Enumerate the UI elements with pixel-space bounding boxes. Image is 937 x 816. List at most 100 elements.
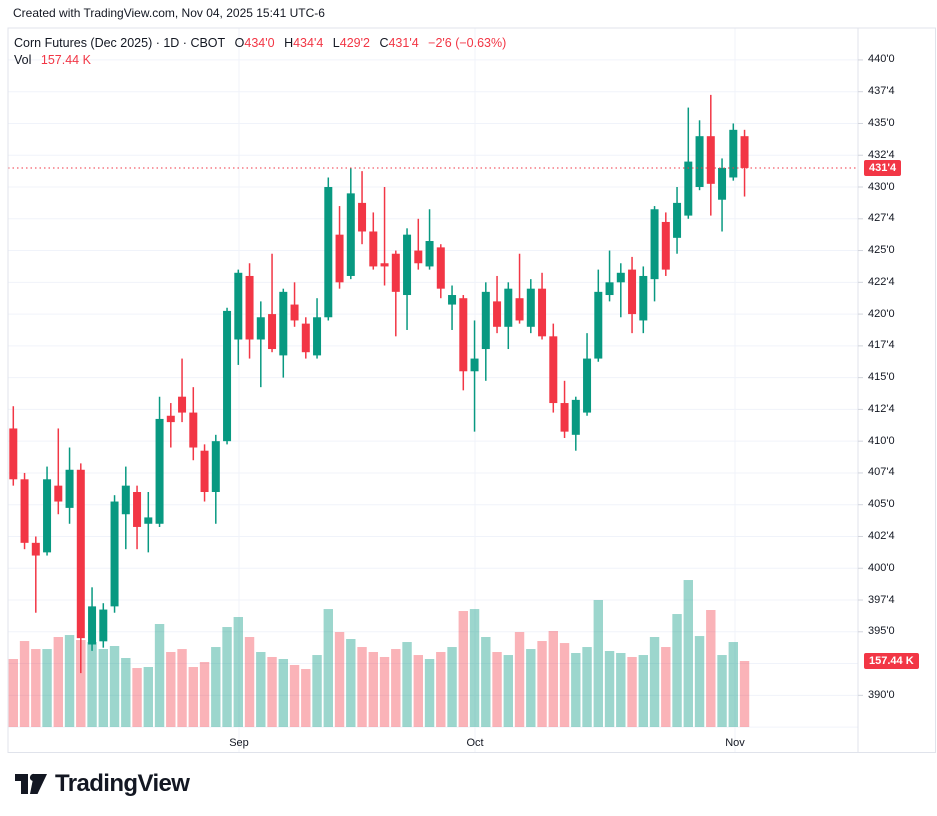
volume-bar <box>211 647 221 727</box>
high-value: 434'4 <box>293 36 324 50</box>
time-axis-label-nov: Nov <box>725 737 745 749</box>
candle-body <box>695 136 704 188</box>
candle-body <box>740 136 749 168</box>
price-axis-label: 427'4 <box>868 212 895 225</box>
candle-body <box>234 272 243 340</box>
candle-body <box>448 295 457 305</box>
volume-bar <box>256 652 266 727</box>
candle-body <box>335 234 344 283</box>
candle-body <box>481 291 490 350</box>
candle-body <box>256 317 265 340</box>
volume-bar <box>413 655 423 727</box>
volume-bar <box>312 655 322 727</box>
volume-label: Vol <box>14 53 32 67</box>
candle-body <box>673 202 682 238</box>
candle-body <box>403 234 412 296</box>
chart-panel-border <box>7 27 936 753</box>
volume-bar <box>143 667 153 727</box>
volume-bar <box>694 636 705 727</box>
volume-bar <box>301 669 311 727</box>
volume-bar <box>514 632 525 727</box>
open-label: O <box>234 36 245 50</box>
volume-bar <box>233 617 243 727</box>
candle-body <box>178 396 187 413</box>
volume-bar <box>53 636 63 727</box>
volume-bar <box>98 649 108 727</box>
volume-bar <box>109 646 120 727</box>
volume-bar <box>379 656 390 727</box>
change-value: −2'6 (−0.63%) <box>428 36 507 50</box>
candle-body <box>268 314 277 350</box>
volume-bar <box>582 647 592 727</box>
last-price-badge: 431'4 <box>864 159 902 176</box>
volume-bar <box>571 653 581 727</box>
candle-body <box>549 336 558 404</box>
candle-body <box>425 241 434 267</box>
volume-bar <box>683 580 693 727</box>
candle-body <box>313 317 322 356</box>
volume-bar <box>402 642 412 727</box>
volume-bar <box>8 659 18 727</box>
volume-bar <box>661 647 671 727</box>
price-axis-label: 420'0 <box>868 307 895 320</box>
price-axis-label: 395'0 <box>868 625 895 638</box>
candle-body <box>65 469 74 508</box>
candle-body <box>346 193 355 276</box>
candle-body <box>538 288 547 337</box>
volume-bar <box>267 656 277 727</box>
volume-bar <box>323 609 333 727</box>
candle-body <box>121 485 130 515</box>
candle-body <box>200 450 209 493</box>
candle-body <box>133 492 142 527</box>
candle-body <box>9 428 18 480</box>
candle-body <box>324 187 333 318</box>
volume-bar <box>447 647 457 727</box>
candle-body <box>436 247 445 289</box>
footer-brand[interactable]: TradingView <box>14 770 190 798</box>
volume-bar <box>481 636 491 727</box>
low-value: 429'2 <box>339 36 370 50</box>
price-axis-label: 400'0 <box>868 561 895 574</box>
price-axis-label: 417'4 <box>868 339 895 352</box>
candle-body <box>88 606 97 645</box>
candle-body <box>459 298 468 372</box>
volume-bar <box>604 650 615 727</box>
open-value: 434'0 <box>244 36 275 50</box>
candle-body <box>594 291 603 359</box>
volume-bar <box>334 632 345 727</box>
volume-bar <box>19 641 30 727</box>
price-axis-label: 432'4 <box>868 148 895 161</box>
price-axis[interactable]: 440'0 437'4 435'0 432'4 430'0 427'4 425'0 422'4… <box>858 28 937 754</box>
candle-body <box>706 136 715 184</box>
volume-bar <box>346 639 356 727</box>
brand-name: TradingView <box>55 770 190 797</box>
price-axis-label: 435'0 <box>868 116 895 129</box>
volume-bar <box>739 661 750 727</box>
volume-bar <box>424 659 435 727</box>
price-axis-label: 430'0 <box>868 180 895 193</box>
volume-bar <box>593 600 603 727</box>
volume-bar <box>706 610 716 727</box>
candle-body <box>20 479 29 543</box>
candle-body <box>526 288 535 327</box>
volume-bar <box>166 652 176 727</box>
candle-body <box>571 399 580 435</box>
candle-body <box>54 485 63 502</box>
volume-bar <box>42 649 52 727</box>
credit-line: Created with TradingView.com, Nov 04, 20… <box>13 6 325 20</box>
volume-value: 157.44 K <box>40 53 91 67</box>
candle-body <box>223 310 232 442</box>
time-axis[interactable]: Sep Oct Nov <box>0 731 858 755</box>
volume-bar <box>121 657 131 727</box>
time-axis-label-sep: Sep <box>229 737 249 749</box>
close-label: C <box>379 36 389 50</box>
price-axis-label: 410'0 <box>868 434 895 447</box>
volume-bar <box>728 642 738 727</box>
volume-bar <box>64 635 75 727</box>
volume-bar <box>244 636 255 727</box>
volume-bar <box>199 662 210 727</box>
candle-body <box>616 272 625 283</box>
volume-badge: 157.44 K <box>864 653 919 669</box>
price-axis-label: 412'4 <box>868 402 895 415</box>
